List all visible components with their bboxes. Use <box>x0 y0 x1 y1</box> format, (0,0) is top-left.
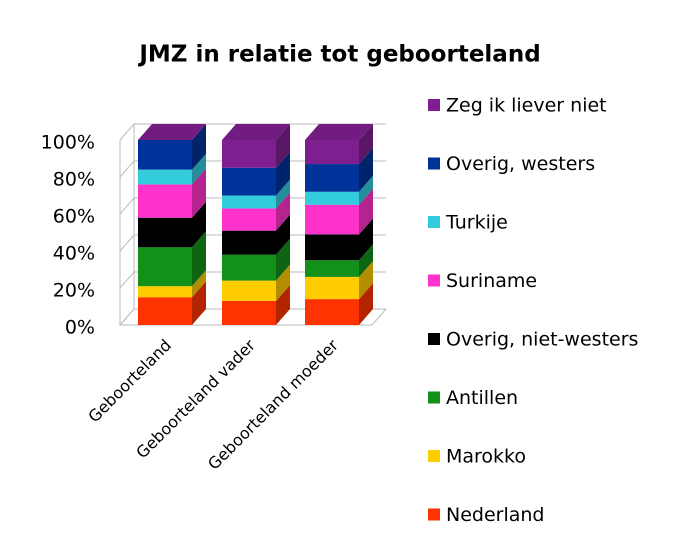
bar-front <box>305 234 359 261</box>
bar-side <box>276 238 290 281</box>
grid-line <box>119 234 386 252</box>
chart-title: JMZ in relatie tot geboorteland <box>137 42 540 68</box>
bar-top <box>138 124 206 140</box>
legend-swatch <box>428 391 440 404</box>
bar-side <box>276 214 290 255</box>
grid-line <box>119 197 386 215</box>
bar-front <box>222 300 276 325</box>
bar-front <box>138 184 192 218</box>
legend-label: Overig, niet-westers <box>446 329 638 351</box>
bar-front <box>305 164 359 192</box>
legend-swatch <box>428 333 440 345</box>
bar-side <box>359 218 373 261</box>
bar-top <box>305 124 373 140</box>
bar-front <box>305 191 359 205</box>
bar-front <box>138 217 192 248</box>
bar-side <box>276 192 290 231</box>
legend-swatch <box>428 508 440 521</box>
bar-side <box>192 124 206 170</box>
bar-side <box>192 168 206 218</box>
bar-side <box>276 151 290 196</box>
legend-swatch <box>428 274 440 287</box>
legend-label: Suriname <box>446 270 537 292</box>
bar-side <box>276 264 290 301</box>
bar-front <box>305 299 359 325</box>
y-tick-label: 20% <box>53 280 95 302</box>
bar-front <box>305 140 359 165</box>
y-tick-label: 80% <box>53 169 95 191</box>
bar-front <box>305 204 359 235</box>
grid-line <box>119 160 386 178</box>
grid-line <box>119 308 386 326</box>
legend-label: Nederland <box>446 504 545 526</box>
legend-label: Marokko <box>446 446 526 468</box>
bar-front <box>222 230 276 255</box>
grid-line <box>119 123 386 141</box>
bar-front <box>138 297 192 325</box>
legend-label: Antillen <box>446 387 518 409</box>
bar-side <box>192 201 206 248</box>
legend-swatch <box>428 99 440 111</box>
legend-swatch <box>428 450 440 462</box>
bar-top <box>222 124 290 140</box>
bar-front <box>222 140 276 168</box>
bar-side <box>276 179 290 209</box>
bar-front <box>138 247 192 287</box>
bar-side <box>359 244 373 277</box>
grid-line <box>119 271 386 289</box>
y-tick-label: 100% <box>41 132 95 154</box>
legend-label: Overig, westers <box>446 153 595 175</box>
legend-label: Zeg ik liever niet <box>446 95 607 117</box>
bar-side <box>359 188 373 235</box>
bar-side <box>276 284 290 325</box>
bar-side <box>192 231 206 287</box>
bar-front <box>138 286 192 298</box>
bar-front <box>138 169 192 185</box>
bar-front <box>138 140 192 170</box>
bar-side <box>276 124 290 168</box>
bar-front <box>222 195 276 209</box>
bar-front <box>222 167 276 196</box>
y-tick-label: 60% <box>53 206 95 228</box>
bar-front <box>305 260 359 277</box>
bar-side <box>192 270 206 298</box>
bar-side <box>192 281 206 325</box>
legend-swatch <box>428 157 440 170</box>
bar-side <box>359 283 373 325</box>
bar-front <box>222 208 276 231</box>
y-tick-label: 40% <box>53 243 95 265</box>
legend-label: Turkije <box>445 212 508 234</box>
bar-front <box>305 276 359 300</box>
y-tick-label: 0% <box>65 317 95 339</box>
bar-side <box>359 124 373 165</box>
bar-side <box>359 148 373 192</box>
legend-swatch <box>428 216 440 228</box>
bar-side <box>359 175 373 205</box>
bar-side <box>192 153 206 185</box>
bar-front <box>222 254 276 281</box>
bar-front <box>222 280 276 301</box>
bar-side <box>359 260 373 300</box>
